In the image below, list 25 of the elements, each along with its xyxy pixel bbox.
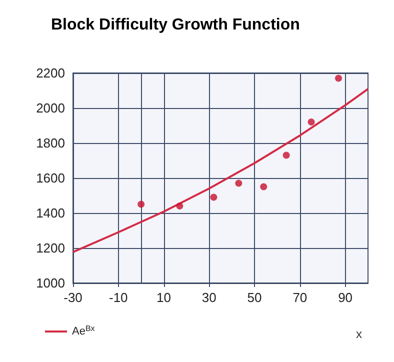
y-tick-label: 1800	[36, 136, 65, 150]
point	[235, 180, 242, 187]
point	[260, 183, 268, 190]
x-tick-label: 30	[202, 290, 216, 305]
y-tick-label: 1000	[36, 276, 65, 290]
chart-title: Block Difficulty Growth Function	[51, 16, 300, 34]
point	[138, 200, 145, 208]
x-tick-label: 10	[156, 290, 172, 305]
y-tick-label: 1600	[36, 170, 65, 186]
point	[210, 194, 218, 201]
point	[308, 118, 315, 126]
point	[282, 152, 290, 159]
x-tick-label: -30	[64, 290, 82, 305]
x-tick-label: 70	[292, 290, 308, 305]
x-tick-label: 50	[247, 290, 262, 305]
x-tick-label: -10	[108, 290, 128, 305]
y-tick-label: 1200	[36, 240, 65, 256]
y-tick-label: 1400	[36, 206, 65, 220]
point	[335, 74, 342, 82]
x-tick-label: 90	[338, 290, 353, 305]
y-tick-label: 2000	[36, 100, 65, 116]
point	[176, 202, 184, 210]
x-axis-title: x	[356, 327, 362, 341]
y-tick-label: 2200	[36, 66, 65, 80]
line-series	[72, 88, 369, 254]
